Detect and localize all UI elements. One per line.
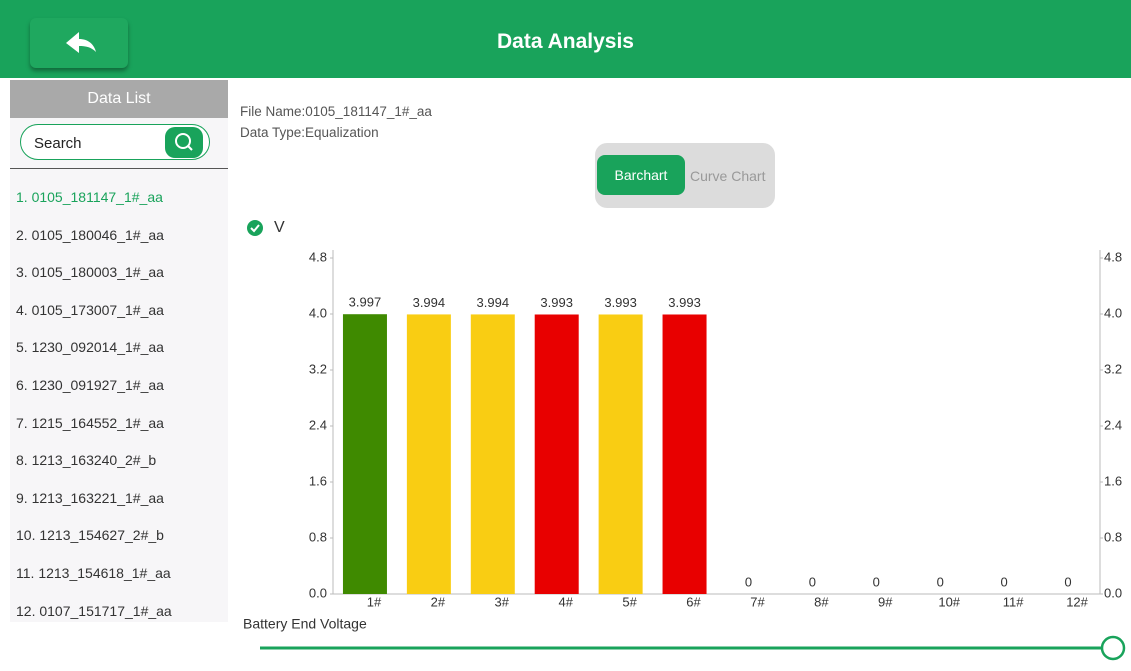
legend-label: V — [274, 219, 285, 236]
slider-thumb[interactable] — [1100, 635, 1126, 661]
check-mark — [250, 224, 260, 233]
x-tick-label: 6# — [686, 594, 701, 609]
y2-tick-label: 0.0 — [1104, 585, 1122, 600]
x-tick-label: 1# — [367, 594, 382, 609]
x-tick-label: 12# — [1066, 594, 1088, 609]
y2-tick-label: 2.4 — [1104, 417, 1122, 432]
x-tick-label: 8# — [814, 594, 829, 609]
file-item[interactable]: 5. 1230_092014_1#_aa — [16, 339, 164, 356]
y-tick-label: 0.0 — [309, 585, 327, 600]
search-icon — [175, 133, 193, 151]
bar — [662, 314, 707, 594]
back-icon — [66, 32, 96, 53]
y-tick-label: 2.4 — [309, 417, 327, 432]
x-tick-label: 3# — [495, 594, 510, 609]
data-label: 3.994 — [413, 295, 446, 310]
x-tick-label: 5# — [622, 594, 637, 609]
file-item[interactable]: 4. 0105_173007_1#_aa — [16, 301, 164, 318]
bar — [534, 314, 579, 594]
file-name: File Name:0105_181147_1#_aa — [240, 104, 432, 119]
data-label: 3.993 — [604, 295, 637, 310]
barchart-button[interactable]: Barchart — [597, 155, 685, 195]
bar — [406, 314, 451, 594]
y-tick-label: 4.8 — [309, 249, 327, 264]
header-bar — [0, 0, 1131, 78]
y2-tick-label: 4.0 — [1104, 305, 1122, 320]
file-item[interactable]: 6. 1230_091927_1#_aa — [16, 377, 164, 393]
x-tick-label: 11# — [1003, 594, 1024, 609]
data-label: 0 — [1064, 574, 1071, 589]
search-button[interactable] — [165, 127, 203, 158]
data-label: 3.993 — [668, 295, 701, 310]
y-tick-label: 4.0 — [309, 305, 327, 320]
data-label: 3.997 — [349, 295, 382, 310]
data-type: Data Type:Equalization — [240, 125, 379, 140]
x-tick-label: 2# — [431, 594, 446, 609]
data-label: 0 — [809, 574, 816, 589]
curve-button[interactable]: Curve Chart — [690, 168, 766, 184]
search-placeholder: Search — [34, 135, 82, 152]
x-tick-label: 10# — [938, 594, 960, 609]
y-tick-label: 3.2 — [309, 361, 327, 376]
file-item[interactable]: 9. 1213_163221_1#_aa — [16, 489, 164, 506]
y-tick-label: 1.6 — [309, 473, 327, 488]
page-title: Data Analysis — [497, 30, 634, 53]
x-tick-label: 7# — [750, 594, 765, 609]
y-tick-label: 0.8 — [309, 529, 327, 544]
back-button[interactable] — [30, 18, 128, 68]
file-item[interactable]: 7. 1215_164552_1#_aa — [16, 414, 164, 431]
file-item[interactable]: 8. 1213_163240_2#_b — [16, 452, 157, 469]
y2-tick-label: 4.8 — [1104, 249, 1122, 264]
data-label: 0 — [937, 574, 944, 589]
data-label: 3.993 — [540, 295, 573, 310]
x-tick-label: 9# — [878, 594, 893, 609]
bar — [470, 314, 515, 594]
file-item[interactable]: 11. 1213_154618_1#_aa — [16, 565, 171, 581]
x-tick-label: 4# — [558, 594, 573, 609]
file-item[interactable]: 2. 0105_180046_1#_aa — [16, 226, 164, 243]
y2-tick-label: 0.8 — [1104, 529, 1122, 544]
x-axis-title: Battery End Voltage — [243, 616, 367, 632]
data-label: 0 — [1001, 574, 1008, 589]
sidebar — [10, 80, 228, 622]
data-label: 0 — [745, 574, 752, 589]
bar — [598, 314, 643, 594]
data-label: 3.994 — [477, 295, 510, 310]
file-item[interactable]: 3. 0105_180003_1#_aa — [16, 264, 164, 281]
bar — [342, 314, 387, 594]
data-label: 0 — [873, 574, 880, 589]
file-item[interactable]: 12. 0107_151717_1#_aa — [16, 602, 172, 619]
legend-check[interactable] — [247, 220, 263, 236]
y2-tick-label: 1.6 — [1104, 473, 1122, 488]
file-item[interactable]: 10. 1213_154627_2#_b — [16, 527, 164, 544]
y2-tick-label: 3.2 — [1104, 361, 1122, 376]
file-item[interactable]: 1. 0105_181147_1#_aa — [16, 189, 163, 205]
separator — [10, 168, 228, 169]
sidebar-title: Data List — [10, 80, 228, 118]
